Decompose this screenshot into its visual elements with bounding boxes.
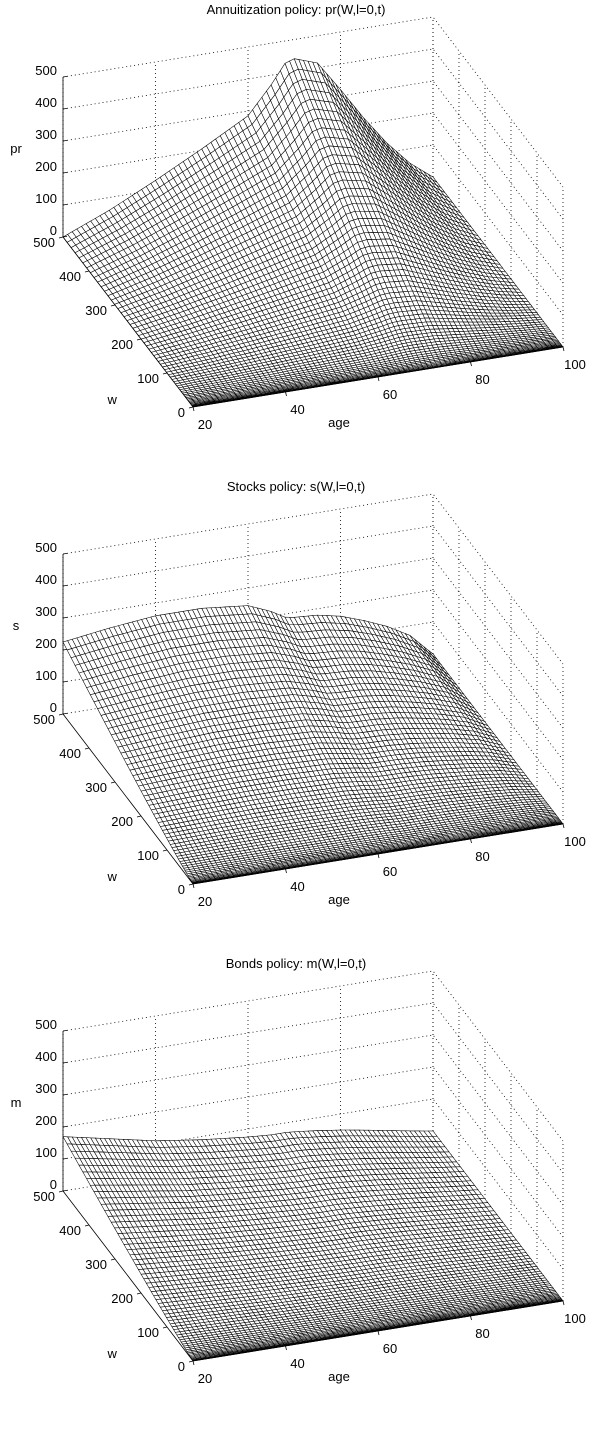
- w-tick-label: 400: [59, 269, 81, 284]
- age-tick-label: 60: [383, 387, 397, 402]
- w-tick-label: 100: [137, 371, 159, 386]
- surface-mesh: [62, 605, 564, 885]
- age-axis-label: age: [328, 415, 350, 430]
- z-tick-label: 400: [35, 95, 57, 110]
- chart-panel-annuitization: Annuitization policy: pr(W,l=0,t) 0 100 20…: [0, 0, 592, 477]
- z-tick: [62, 204, 68, 206]
- w-tick: [162, 372, 168, 375]
- w-tick: [136, 338, 142, 341]
- age-tick: [192, 406, 195, 412]
- age-tick: [285, 391, 287, 397]
- age-tick: [562, 346, 565, 352]
- age-tick: [377, 376, 380, 382]
- z-tick: [62, 172, 68, 174]
- z-tick-label: 100: [35, 191, 57, 206]
- age-tick: [470, 361, 472, 367]
- w-tick: [84, 270, 90, 273]
- chart-title: Annuitization policy: pr(W,l=0,t): [206, 2, 386, 17]
- grid-line: [62, 48, 564, 220]
- age-tick-label: 20: [198, 417, 212, 432]
- surface-plot-stocks: 0100200300400500s0100200300400500w204060…: [13, 493, 586, 909]
- chart-panel-stocks: Stocks policy: s(W,l=0,t) 0 100 200 300 400 5…: [0, 477, 592, 954]
- z-tick-label: 500: [35, 63, 57, 78]
- w-tick: [58, 236, 64, 239]
- z-tick: [62, 108, 68, 110]
- age-tick-label: 80: [475, 372, 489, 387]
- grid-line: [62, 112, 564, 284]
- w-tick-label: 500: [33, 235, 55, 250]
- w-tick-label: 200: [111, 337, 133, 352]
- surface-plot-annuitization: 0100200300400500pr0100200300400500w20406…: [10, 16, 586, 432]
- z-tick: [62, 140, 68, 142]
- w-tick-label: 0: [178, 405, 185, 420]
- grid-line: [62, 80, 564, 252]
- z-tick: [62, 76, 68, 78]
- w-tick: [188, 406, 194, 409]
- w-axis-label: w: [107, 392, 118, 407]
- z-tick-label: 200: [35, 159, 57, 174]
- surface-mesh: [62, 58, 564, 408]
- age-tick-label: 40: [290, 402, 304, 417]
- age-tick-label: 100: [564, 357, 586, 372]
- z-axis-label: pr: [10, 141, 22, 156]
- grid-line: [62, 16, 564, 188]
- z-tick-label: 300: [35, 127, 57, 142]
- w-tick: [110, 304, 116, 307]
- w-tick-label: 300: [85, 303, 107, 318]
